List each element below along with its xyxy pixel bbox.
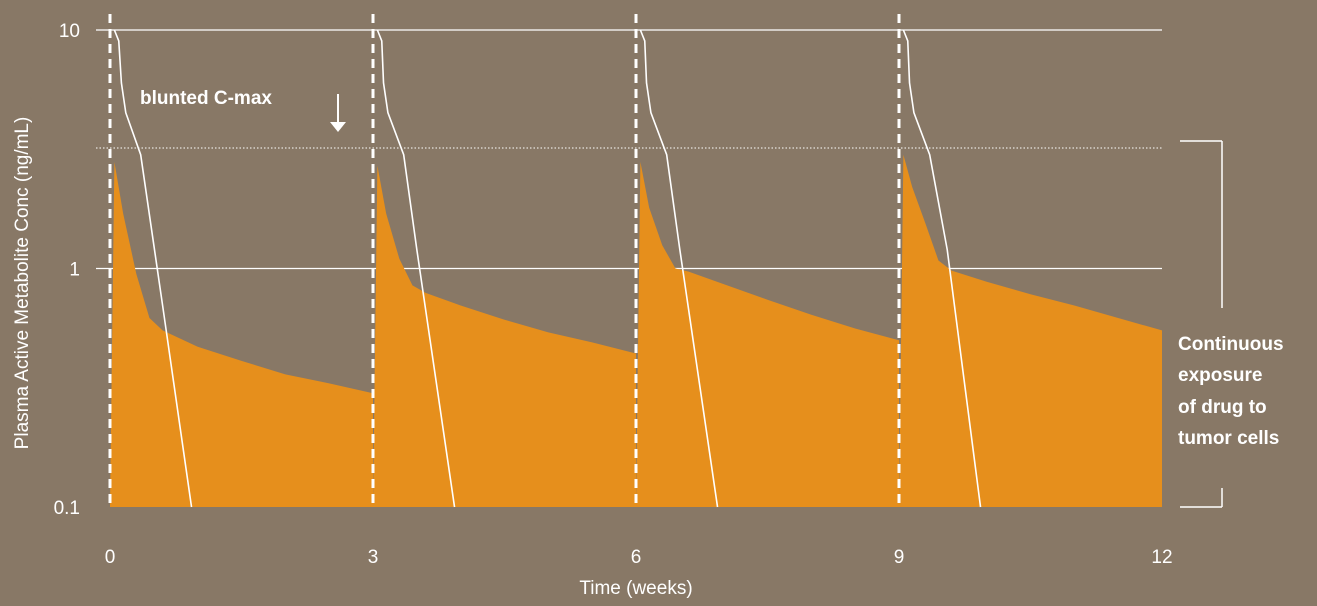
cmax-arrow-icon xyxy=(330,94,346,132)
x-axis-ticks: 0 3 6 9 12 xyxy=(105,547,1173,568)
x-axis-label: Time (weeks) xyxy=(579,578,692,599)
dose-markers xyxy=(108,14,901,507)
side-note-line-3: of drug to xyxy=(1178,397,1267,418)
continuous-exposure-area xyxy=(110,154,1162,507)
y-tick-label: 0.1 xyxy=(54,498,80,519)
cmax-annotation: blunted C-max xyxy=(140,88,272,109)
y-tick-label: 1 xyxy=(69,260,80,281)
x-tick-label: 0 xyxy=(105,547,116,568)
x-tick-label: 9 xyxy=(894,547,905,568)
comparator-line xyxy=(376,29,456,508)
x-tick-label: 3 xyxy=(368,547,379,568)
y-axis-label: Plasma Active Metabolite Conc (ng/mL) xyxy=(12,117,33,450)
side-note-line-1: Continuous xyxy=(1178,334,1284,355)
y-axis-ticks: 0.1 1 10 xyxy=(54,21,80,519)
comparator-line xyxy=(639,29,719,508)
side-note-line-4: tumor cells xyxy=(1178,428,1279,449)
y-tick-label: 10 xyxy=(59,21,80,42)
x-tick-label: 6 xyxy=(631,547,642,568)
exposure-bracket xyxy=(1180,140,1223,508)
comparator-lines xyxy=(113,29,982,508)
x-tick-label: 12 xyxy=(1151,547,1172,568)
comparator-line xyxy=(113,29,193,508)
side-note-line-2: exposure xyxy=(1178,365,1262,386)
comparator-line xyxy=(902,29,982,508)
gridlines xyxy=(96,29,1162,270)
